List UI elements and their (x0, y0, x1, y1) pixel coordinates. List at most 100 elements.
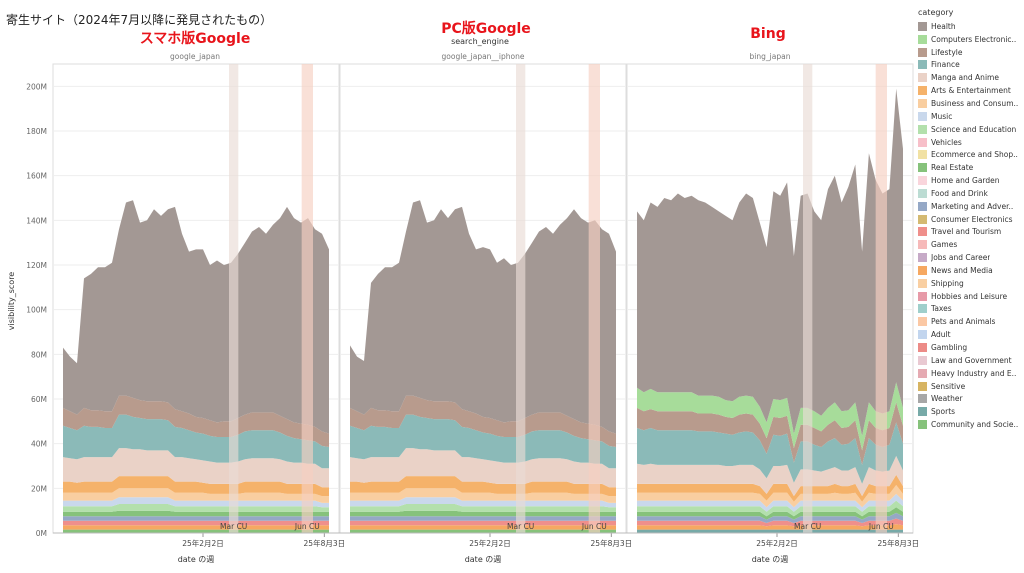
legend-label: Weather (931, 394, 963, 404)
legend-item[interactable]: Ecommerce and Shop.. (918, 148, 1022, 161)
legend-label: Community and Socie.. (931, 420, 1019, 430)
legend-item[interactable]: Hobbies and Leisure (918, 290, 1022, 303)
legend-item[interactable]: Community and Socie.. (918, 418, 1022, 431)
legend-swatch (918, 343, 927, 353)
area-lifestyle (637, 402, 903, 465)
panel-bing-japan: bing_japan Bing date の週 Mar CU Jun CU 25年2… (626, 26, 920, 564)
update-band-label: Jun CU (868, 522, 894, 531)
legend-swatch (918, 176, 927, 186)
legend-item[interactable]: Business and Consum.. (918, 97, 1022, 110)
legend-swatch (918, 21, 927, 31)
legend-label: Heavy Industry and E.. (931, 368, 1017, 378)
legend-item[interactable]: Games (918, 238, 1022, 251)
legend-label: Computers Electronic.. (931, 34, 1017, 44)
area-real-estate (350, 510, 616, 517)
legend-item[interactable]: Heavy Industry and E.. (918, 367, 1022, 380)
area-business-and-consum (63, 488, 329, 503)
legend-label: Food and Drink (931, 188, 988, 198)
legend-item[interactable]: Adult (918, 328, 1022, 341)
legend-label: Sports (931, 407, 956, 417)
y-tick-label: 20M (31, 484, 47, 493)
area-real-estate (637, 507, 903, 520)
legend-item[interactable]: Sports (918, 405, 1022, 418)
area-science-and-education (63, 504, 329, 512)
area-travel-and-tourism (637, 518, 903, 527)
area-business-and-consum (350, 488, 616, 503)
legend-item[interactable]: Music (918, 110, 1022, 123)
legend-item[interactable]: Health (918, 20, 1022, 33)
legend-swatch (918, 240, 927, 250)
y-tick-label: 40M (31, 440, 47, 449)
legend-item[interactable]: Real Estate (918, 161, 1022, 174)
legend-item[interactable]: News and Media (918, 264, 1022, 277)
legend-item[interactable]: Vehicles (918, 136, 1022, 149)
legend-label: Gambling (931, 343, 968, 353)
legend-swatch (918, 227, 927, 237)
update-band (301, 64, 313, 533)
area-travel-and-tourism (350, 520, 616, 526)
update-band (229, 64, 239, 533)
x-axis-title: date の週 (752, 555, 789, 564)
legend-item[interactable]: Taxes (918, 303, 1022, 316)
update-band (588, 64, 600, 533)
area-music (350, 497, 616, 508)
legend-item[interactable]: Food and Drink (918, 187, 1022, 200)
legend-item[interactable]: Home and Garden (918, 174, 1022, 187)
area-news-and-media (637, 524, 903, 530)
area-finance (63, 414, 329, 469)
area-manga-and-anime (637, 455, 903, 497)
legend-label: Science and Education (931, 124, 1017, 134)
panel-google-japan-iphone: google_japan__iphone PC版Google date の週 M… (339, 20, 632, 564)
legend-swatch (918, 150, 927, 160)
legend-label: Pets and Animals (931, 317, 996, 327)
legend-swatch (918, 60, 927, 70)
y-tick-label: 120M (26, 261, 47, 270)
legend-item[interactable]: Finance (918, 59, 1022, 72)
area-real-estate (63, 510, 329, 517)
area-finance (637, 422, 903, 484)
area-marketing-and-adver (637, 512, 903, 523)
legend-item[interactable]: Consumer Electronics (918, 213, 1022, 226)
legend-item[interactable]: Manga and Anime (918, 71, 1022, 84)
legend-item[interactable]: Marketing and Adver.. (918, 200, 1022, 213)
legend-item[interactable]: Travel and Tourism (918, 226, 1022, 239)
panel-google-japan: google_japan スマホ版Google date の週 Mar CU Ju… (52, 30, 345, 564)
area-business-and-consum (637, 485, 903, 508)
legend-item[interactable]: Sensitive (918, 380, 1022, 393)
legend-label: Real Estate (931, 163, 974, 173)
update-band-label: Jun CU (581, 522, 607, 531)
legend-item[interactable]: Lifestyle (918, 46, 1022, 59)
legend-swatch (918, 34, 927, 44)
legend-item[interactable]: Shipping (918, 277, 1022, 290)
legend-item[interactable]: Weather (918, 392, 1022, 405)
x-tick-label: 25年8月3日 (878, 538, 920, 548)
legend-swatch (918, 355, 927, 365)
legend-item[interactable]: Pets and Animals (918, 315, 1022, 328)
area-travel-and-tourism (63, 520, 329, 526)
legend-item[interactable]: Arts & Entertainment (918, 84, 1022, 97)
y-tick-label: 160M (26, 172, 47, 181)
legend-label: Lifestyle (931, 47, 963, 57)
legend-item[interactable]: Gambling (918, 341, 1022, 354)
x-axis-title: date の週 (178, 555, 215, 564)
legend-label: Home and Garden (931, 176, 1000, 186)
y-tick-label: 60M (31, 395, 47, 404)
y-axis: 0M 20M 40M 60M 80M 100M 120M 140M 160M 180M 200M (26, 82, 47, 538)
legend-label: Marketing and Adver.. (931, 201, 1014, 211)
legend-item[interactable]: Science and Education (918, 123, 1022, 136)
legend-item[interactable]: Law and Government (918, 354, 1022, 367)
area-music (63, 497, 329, 508)
legend-item[interactable]: Jobs and Career (918, 251, 1022, 264)
area-health (637, 88, 903, 436)
area-sports (637, 529, 903, 533)
panel-header: google_japan (170, 52, 220, 61)
legend-swatch (918, 188, 927, 198)
legend-item[interactable]: Computers Electronic.. (918, 33, 1022, 46)
update-band-label: Mar CU (794, 522, 821, 531)
legend-swatch (918, 317, 927, 327)
legend-label: Travel and Tourism (931, 227, 1002, 237)
legend-label: Adult (931, 330, 951, 340)
legend-swatch (918, 253, 927, 263)
panel-header: google_japan__iphone (442, 52, 525, 61)
legend-swatch (918, 265, 927, 275)
